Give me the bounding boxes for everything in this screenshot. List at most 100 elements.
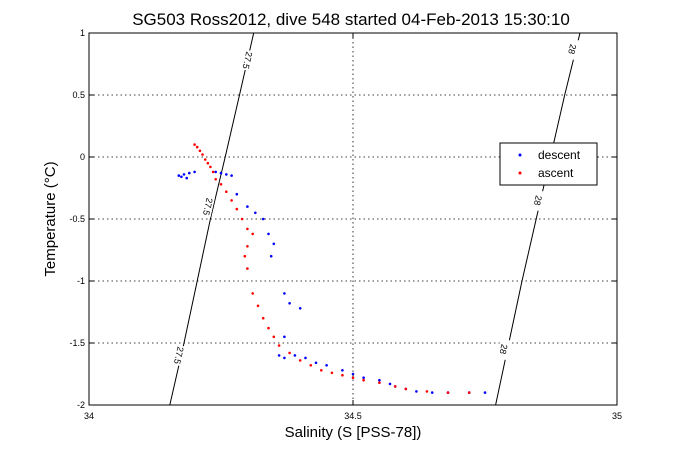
- y-tick-label: -0.5: [69, 214, 85, 224]
- descent-point: [188, 171, 191, 175]
- axis-ticks: 34 34.5 35 -2 -1.5 -1 -0.5 0 0.5 1: [69, 28, 622, 421]
- ascent-point: [251, 232, 254, 236]
- ascent-point: [243, 254, 247, 258]
- contour-label-bg: [240, 49, 255, 72]
- x-tick-label: 35: [612, 411, 622, 421]
- ascent-point: [214, 178, 217, 181]
- descent-point: [378, 378, 381, 382]
- ascent-point: [351, 376, 355, 380]
- ascent-point: [467, 391, 471, 394]
- ascent-point: [320, 369, 323, 372]
- descent-point: [230, 174, 233, 177]
- ascent-point: [393, 385, 397, 388]
- data-points: [177, 143, 487, 394]
- y-tick-label: -1: [77, 276, 85, 286]
- contour-label: 27.5: [241, 51, 255, 70]
- descent-point: [362, 376, 365, 380]
- ascent-point: [201, 153, 204, 156]
- y-tick-label: 1: [80, 28, 85, 38]
- descent-point: [288, 302, 291, 305]
- density-contour-line: [169, 32, 255, 406]
- descent-point: [298, 307, 302, 310]
- descent-point: [283, 356, 286, 360]
- descent-point: [272, 242, 276, 246]
- descent-point: [185, 176, 188, 180]
- contour-label: 28: [532, 194, 544, 206]
- descent-point: [261, 217, 265, 221]
- ascent-point: [425, 390, 429, 393]
- ascent-point: [195, 145, 199, 149]
- ascent-point: [246, 227, 249, 231]
- descent-point: [293, 354, 297, 357]
- contour-label-bg: [565, 38, 580, 60]
- ascent-point: [240, 217, 244, 221]
- ascent-point: [246, 245, 249, 248]
- ascent-point: [309, 364, 313, 367]
- legend-marker-ascent: [518, 171, 522, 175]
- ascent-point: [341, 373, 344, 377]
- descent-point: [304, 356, 307, 360]
- ascent-point: [272, 335, 276, 339]
- grid: [89, 33, 617, 405]
- density-contours: 27.5 27.5 27.5 28 28 28: [169, 32, 581, 406]
- ascent-point: [378, 381, 381, 385]
- descent-point: [235, 192, 239, 196]
- ascent-point: [209, 165, 212, 169]
- ascent-point: [267, 326, 270, 330]
- descent-point: [388, 382, 392, 386]
- legend: descent ascent: [499, 142, 598, 186]
- descent-point: [430, 391, 434, 394]
- y-tick-label: -2: [77, 400, 85, 410]
- descent-point: [325, 364, 328, 367]
- y-tick-label: 0: [80, 152, 85, 162]
- descent-point: [283, 292, 286, 295]
- series-descent: [177, 170, 487, 394]
- y-axis-label: Temperature (°C): [42, 161, 59, 276]
- x-tick-label: 34.5: [344, 411, 362, 421]
- ascent-point: [256, 304, 260, 308]
- ascent-point: [225, 190, 228, 193]
- contour-label-bg: [496, 338, 511, 361]
- ascent-point: [211, 170, 215, 174]
- ascent-point: [193, 143, 196, 146]
- ascent-point: [206, 161, 210, 165]
- ascent-point: [203, 158, 207, 161]
- descent-point: [219, 171, 223, 175]
- descent-point: [341, 369, 344, 372]
- descent-point: [214, 170, 217, 174]
- descent-point: [277, 354, 281, 357]
- ascent-point: [446, 391, 450, 394]
- series-ascent: [193, 143, 471, 394]
- contour-label: 28: [566, 43, 578, 55]
- contour-label: 28: [497, 343, 509, 355]
- y-tick-label: 0.5: [72, 90, 85, 100]
- contour-label-bg: [200, 195, 215, 218]
- contour-label: 27.5: [201, 197, 215, 216]
- legend-marker-descent: [518, 153, 522, 157]
- descent-point: [193, 170, 196, 174]
- descent-point: [283, 335, 286, 339]
- y-tick-label: -1.5: [69, 338, 85, 348]
- ascent-point: [251, 292, 254, 295]
- ascent-point: [235, 207, 239, 211]
- descent-point: [180, 175, 183, 179]
- ascent-point: [330, 371, 334, 375]
- descent-point: [483, 391, 487, 394]
- x-axis-label: Salinity (S [PSS-78]): [285, 424, 422, 441]
- chart-title: SG503 Ross2012, dive 548 started 04-Feb-…: [132, 10, 570, 29]
- ascent-point: [288, 351, 291, 355]
- ascent-point: [362, 378, 365, 382]
- x-tick-label: 34: [84, 411, 94, 421]
- ascent-point: [404, 387, 408, 391]
- ascent-point: [277, 344, 281, 347]
- ascent-point: [298, 359, 302, 362]
- descent-point: [314, 361, 318, 365]
- descent-point: [177, 174, 181, 177]
- legend-label-ascent: ascent: [538, 166, 574, 180]
- descent-point: [415, 390, 418, 393]
- descent-point: [182, 173, 186, 176]
- descent-point: [269, 254, 273, 258]
- ascent-point: [198, 149, 202, 153]
- ascent-point: [219, 183, 223, 186]
